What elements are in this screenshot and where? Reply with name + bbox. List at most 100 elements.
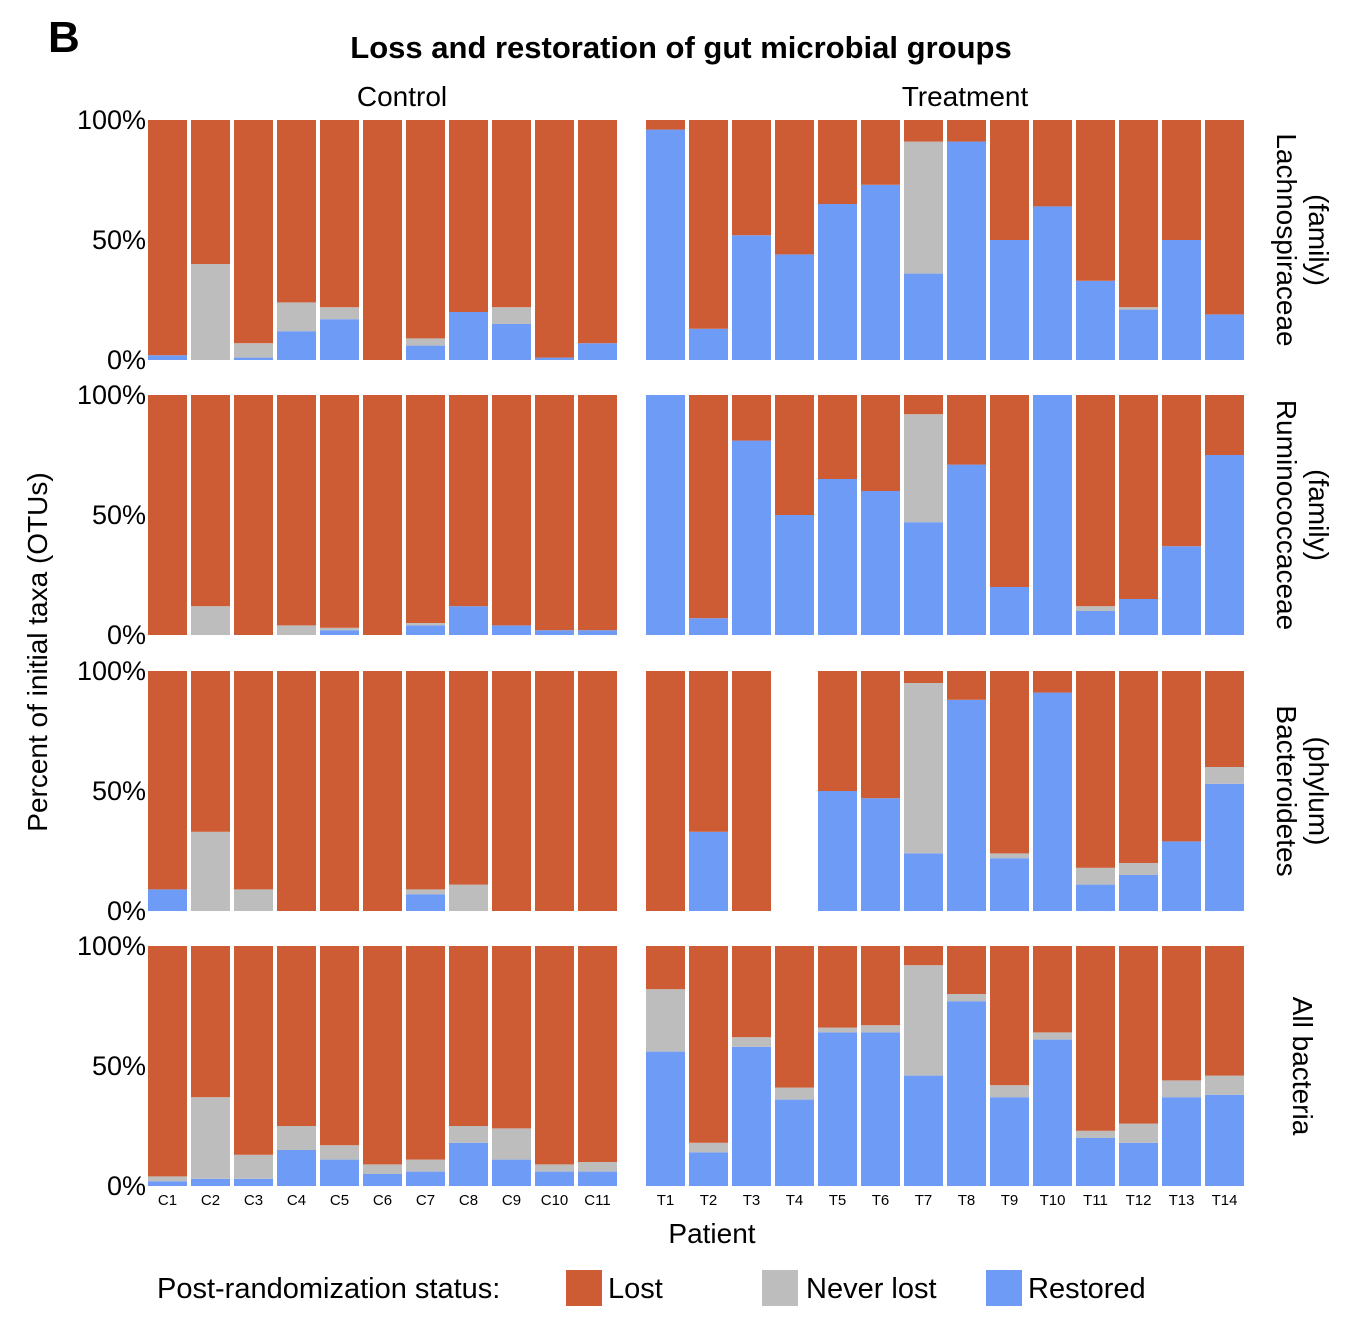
bar-segment-lost — [1033, 671, 1072, 693]
bar-segment-restored — [1205, 455, 1244, 635]
bar-segment-restored — [1033, 395, 1072, 635]
bar-segment-lost — [449, 671, 488, 885]
y-tick-label: 0% — [107, 620, 146, 650]
bar-segment-restored — [990, 587, 1029, 635]
bar-segment-lost — [990, 671, 1029, 854]
bar-segment-lost — [148, 671, 187, 890]
bar-segment-never-lost — [406, 889, 445, 895]
bar-segment-lost — [861, 120, 900, 185]
bar-segment-lost — [990, 395, 1029, 587]
bar-segment-lost — [775, 395, 814, 515]
bar-segment-restored — [861, 798, 900, 911]
bar-segment-never-lost — [234, 1154, 273, 1179]
bar-segment-lost — [947, 671, 986, 700]
bar-segment-restored — [234, 1178, 273, 1186]
bar-segment-restored — [818, 479, 857, 635]
bar-segment-lost — [535, 671, 574, 911]
x-tick-label: T2 — [700, 1192, 718, 1209]
bar-segment-lost — [689, 671, 728, 832]
bar-segment-restored — [818, 791, 857, 911]
x-tick-label: T11 — [1083, 1192, 1108, 1209]
bar-segment-lost — [406, 120, 445, 339]
bar-segment-lost — [191, 671, 230, 832]
bar-segment-lost — [1119, 395, 1158, 599]
x-tick-label: T1 — [657, 1192, 675, 1209]
bar-segment-lost — [1119, 946, 1158, 1124]
bar-segment-lost — [947, 946, 986, 994]
bar-segment-restored — [1119, 875, 1158, 911]
bar-segment-lost — [148, 946, 187, 1177]
bar-segment-never-lost — [492, 307, 531, 324]
bar-segment-lost — [1119, 120, 1158, 308]
bar-segment-lost — [904, 120, 943, 142]
bar-segment-never-lost — [406, 338, 445, 346]
bar-segment-never-lost — [1033, 1032, 1072, 1040]
bar-segment-never-lost — [775, 1087, 814, 1100]
bar-segment-never-lost — [1205, 767, 1244, 784]
x-tick-label: T7 — [915, 1192, 933, 1209]
strip-label-control: Control — [357, 81, 447, 112]
bar-segment-lost — [277, 946, 316, 1126]
bar-segment-never-lost — [277, 1126, 316, 1150]
y-tick-label: 0% — [107, 1171, 146, 1201]
bar-segment-never-lost — [578, 1162, 617, 1172]
x-tick-label: T4 — [786, 1192, 804, 1209]
bar-segment-lost — [148, 395, 187, 635]
bar-segment-lost — [689, 120, 728, 329]
bar-segment-never-lost — [1076, 606, 1115, 611]
legend-label-restored: Restored — [1028, 1273, 1146, 1305]
y-tick-label: 50% — [92, 500, 146, 530]
bar-segment-restored — [775, 254, 814, 360]
bar-segment-restored — [1162, 240, 1201, 360]
bar-segment-restored — [646, 129, 685, 360]
bar-segment-restored — [1205, 314, 1244, 360]
bar-segment-lost — [1076, 395, 1115, 607]
bar-segment-restored — [904, 1075, 943, 1186]
y-tick-label: 50% — [92, 1051, 146, 1081]
bar-segment-restored — [990, 858, 1029, 911]
bar-segment-never-lost — [234, 343, 273, 358]
bar-segment-never-lost — [861, 1025, 900, 1033]
bar-segment-lost — [732, 946, 771, 1038]
bar-segment-lost — [689, 395, 728, 619]
bar-segment-restored — [578, 343, 617, 360]
bar-segment-lost — [191, 120, 230, 264]
legend-title: Post-randomization status: — [157, 1273, 500, 1305]
bar-segment-restored — [320, 630, 359, 635]
bar-segment-restored — [1119, 1142, 1158, 1186]
bar-segment-lost — [1162, 946, 1201, 1081]
bar-segment-restored — [861, 491, 900, 635]
bar-segment-lost — [535, 395, 574, 631]
bar-segment-restored — [1076, 1138, 1115, 1186]
bar-segment-never-lost — [320, 1145, 359, 1160]
bar-segment-never-lost — [449, 884, 488, 911]
bar-segment-restored — [1033, 206, 1072, 360]
bar-segment-lost — [1205, 395, 1244, 455]
bar-segment-never-lost — [818, 1027, 857, 1033]
bar-segment-restored — [492, 324, 531, 360]
legend-swatch-restored — [986, 1270, 1022, 1306]
bar-segment-restored — [277, 1150, 316, 1186]
bar-segment-restored — [1033, 692, 1072, 911]
bar-segment-lost — [406, 946, 445, 1160]
bar-segment-restored — [535, 1171, 574, 1186]
bar-segment-lost — [449, 395, 488, 607]
x-tick-label: C3 — [244, 1192, 263, 1209]
bar-segment-restored — [449, 606, 488, 635]
bar-segment-restored — [492, 625, 531, 635]
bar-segment-restored — [861, 1032, 900, 1186]
x-tick-label: C2 — [201, 1192, 220, 1209]
x-tick-label: C7 — [416, 1192, 435, 1209]
bar-segment-lost — [818, 671, 857, 791]
bar-segment-lost — [234, 395, 273, 635]
row-strip-label: Lachnospiraceae — [1271, 133, 1302, 346]
y-tick-label: 50% — [92, 776, 146, 806]
x-tick-label: C5 — [330, 1192, 349, 1209]
bar-segment-lost — [535, 946, 574, 1165]
bar-segment-never-lost — [904, 414, 943, 523]
bar-segment-lost — [492, 671, 531, 911]
x-tick-label: C11 — [584, 1192, 610, 1209]
bar-segment-lost — [775, 120, 814, 255]
bar-segment-restored — [904, 853, 943, 911]
